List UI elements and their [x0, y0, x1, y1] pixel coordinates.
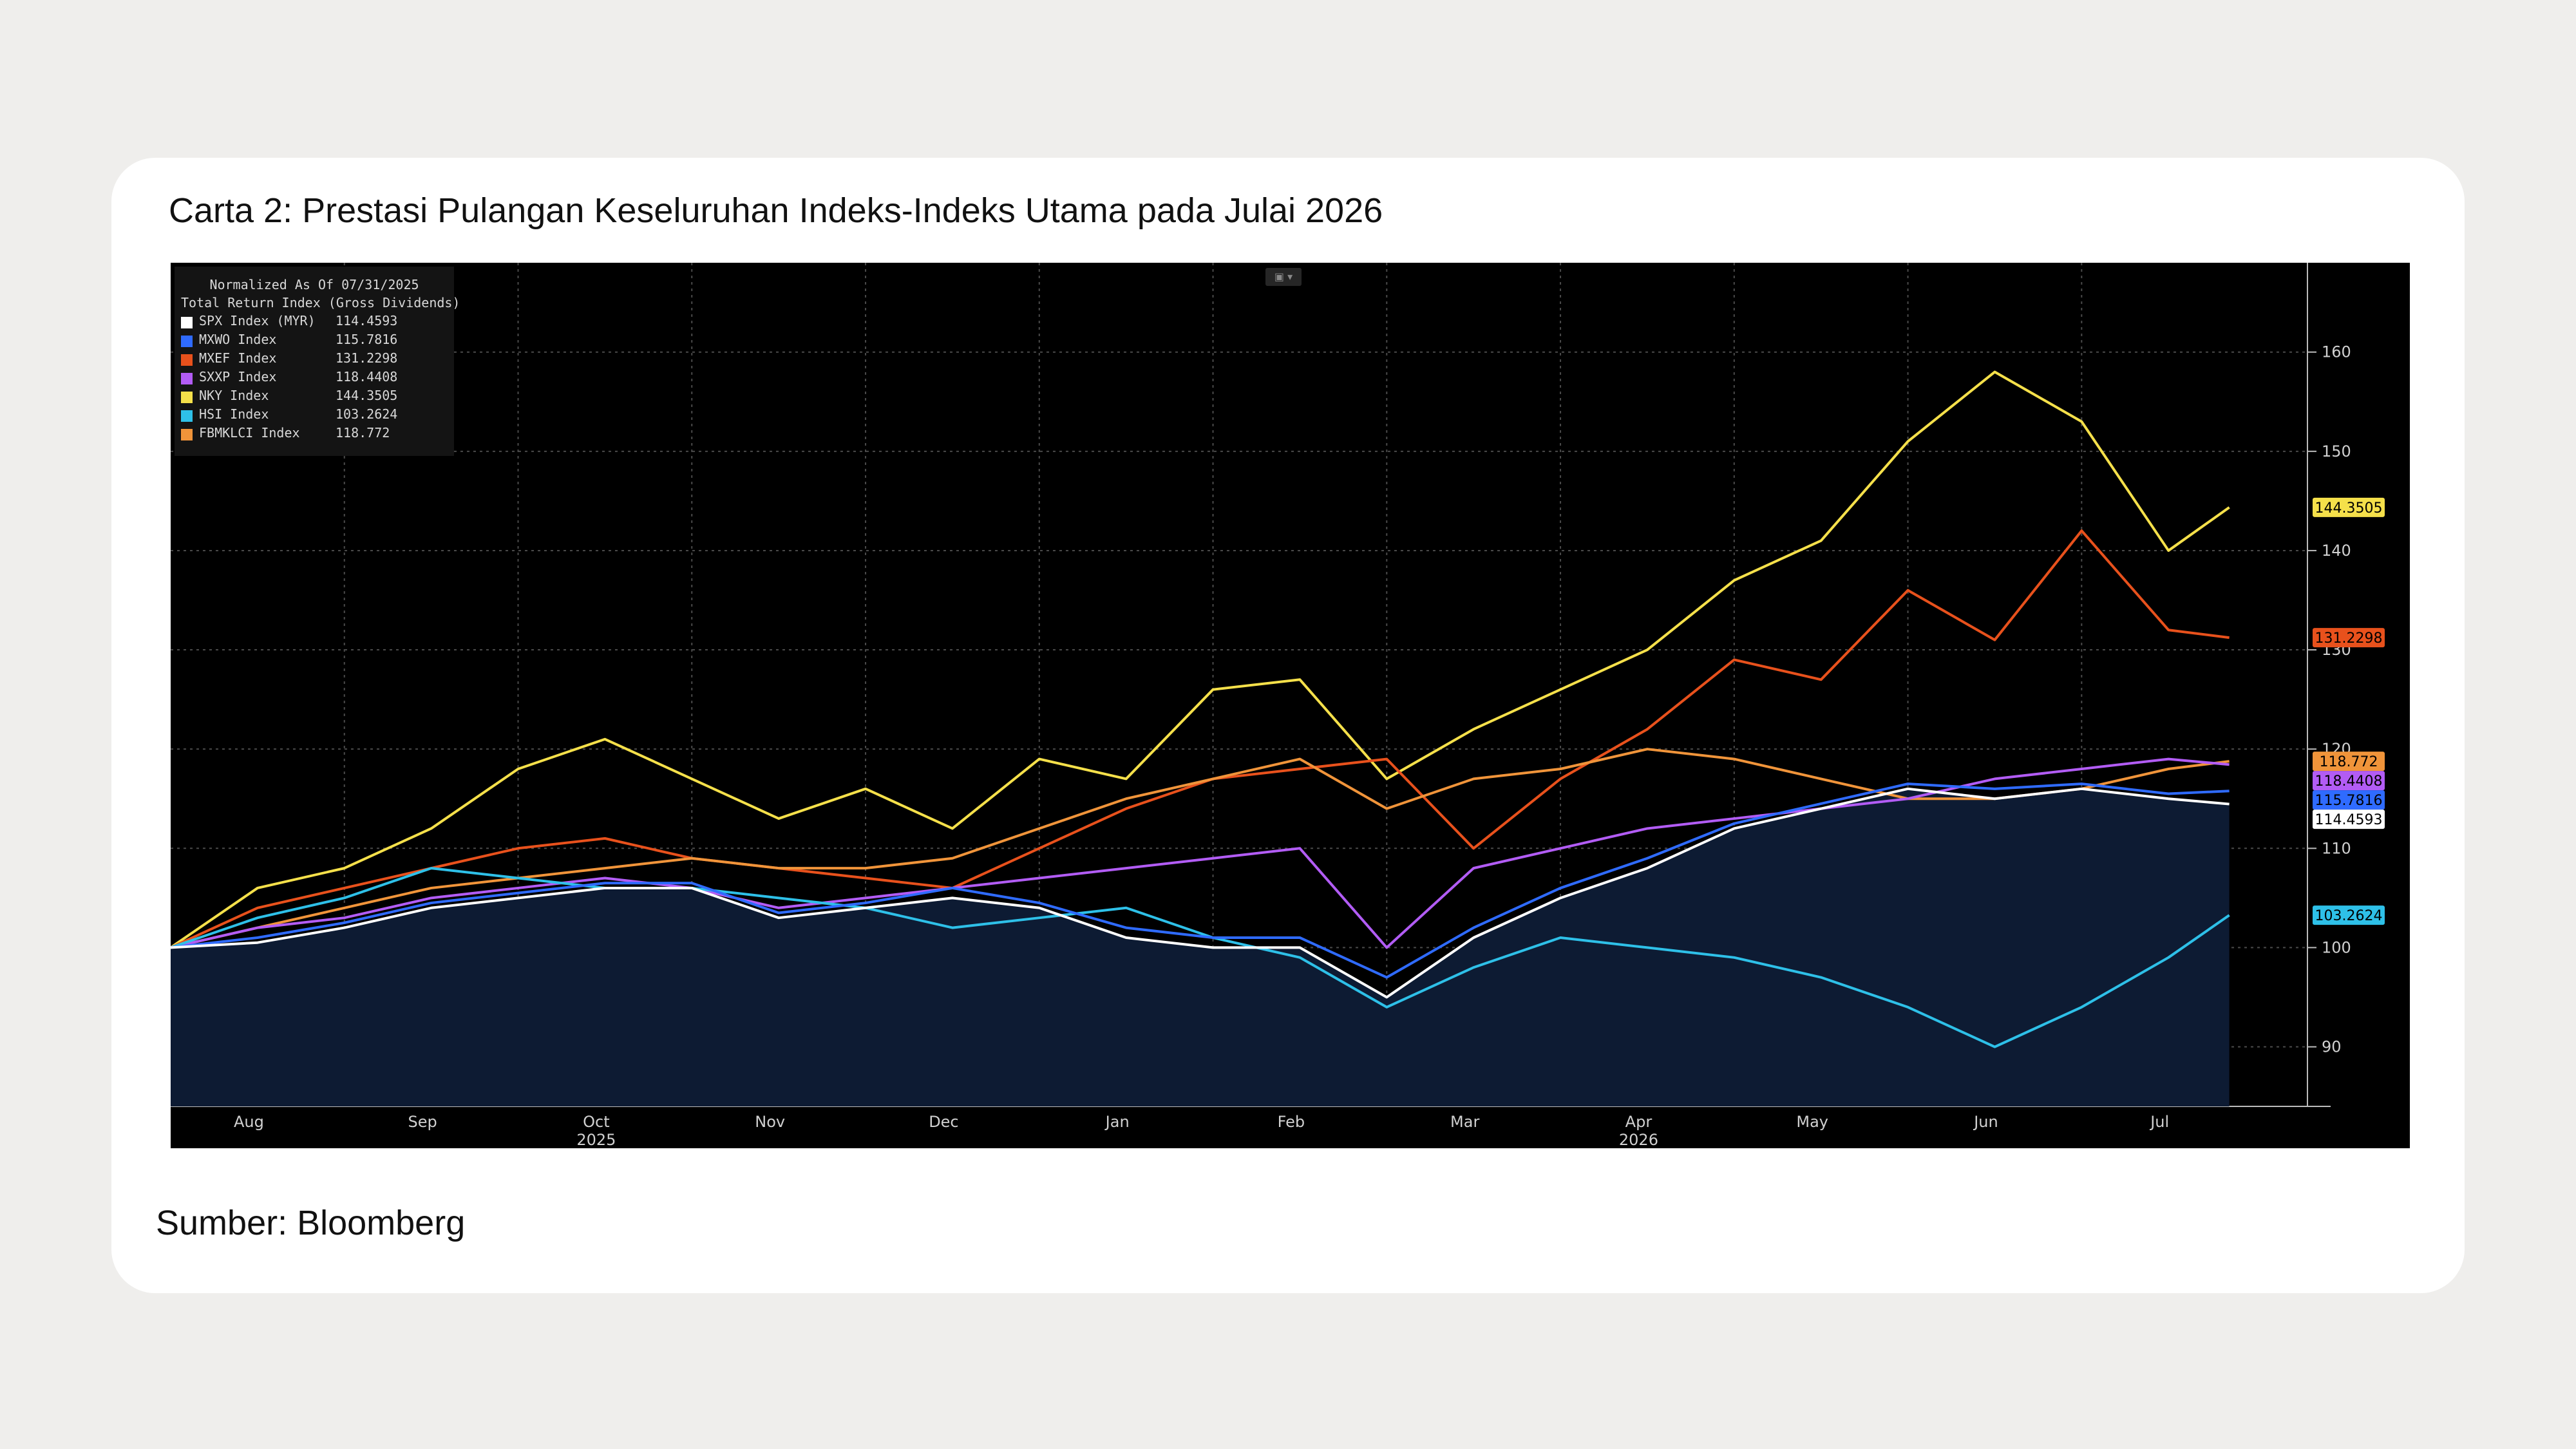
x-tick-label: May	[1796, 1113, 1828, 1131]
legend-swatch	[181, 354, 193, 366]
x-tick-label: Aug	[234, 1113, 264, 1131]
series-line-nky-index	[171, 370, 2230, 949]
legend-series-name: NKY Index	[199, 388, 269, 403]
y-tick-label: 140	[2322, 542, 2351, 560]
x-tick-label: Nov	[755, 1113, 785, 1131]
legend-header: Normalized As Of 07/31/2025	[209, 277, 419, 292]
x-tick-label: Jul	[2149, 1113, 2169, 1131]
series-line-sxxp-index	[171, 757, 2230, 949]
legend-series-name: SPX Index (MYR)	[199, 313, 316, 328]
y-tick-label: 100	[2322, 938, 2351, 956]
legend-series-name: MXWO Index	[199, 332, 277, 347]
last-value-label: 118.772	[2320, 754, 2378, 770]
series-line-spx-index-myr-	[171, 787, 2230, 999]
legend-swatch	[181, 410, 193, 422]
x-tick-label: Dec	[929, 1113, 958, 1131]
legend-swatch	[181, 392, 193, 403]
x-tick-label: Mar	[1450, 1113, 1479, 1131]
x-tick-label: Sep	[408, 1113, 437, 1131]
legend-series-value: 131.2298	[336, 350, 398, 366]
legend-series-value: 144.3505	[336, 388, 398, 403]
y-tick-label: 160	[2322, 343, 2351, 361]
legend-swatch	[181, 336, 193, 347]
legend: Normalized As Of 07/31/2025 Total Return…	[175, 267, 460, 456]
last-value-tag	[2313, 497, 2385, 517]
last-value-label: 114.4593	[2315, 812, 2383, 828]
y-tick-label: 90	[2322, 1038, 2342, 1056]
legend-subheader: Total Return Index (Gross Dividends)	[181, 295, 460, 310]
legend-series-value: 114.4593	[336, 313, 398, 328]
chart-menu-icon[interactable]: ▣ ▾	[1265, 268, 1302, 286]
spx-area-fill	[171, 788, 2230, 1106]
legend-series-value: 103.2624	[336, 406, 398, 422]
x-tick-label: Feb	[1278, 1113, 1305, 1131]
x-tick-label: Jun	[1973, 1113, 1998, 1131]
legend-series-value: 118.772	[336, 425, 390, 440]
legend-series-name: FBMKLCI Index	[199, 425, 300, 440]
last-value-tag	[2313, 790, 2385, 810]
series-line-mxwo-index	[171, 782, 2230, 979]
y-tick-label: 150	[2322, 442, 2351, 460]
legend-series-value: 118.4408	[336, 369, 398, 384]
chart-title: Carta 2: Prestasi Pulangan Keseluruhan I…	[169, 191, 1383, 230]
legend-swatch	[181, 373, 193, 384]
legend-series-value: 115.7816	[336, 332, 398, 347]
x-tick-label: Apr	[1625, 1113, 1653, 1131]
bloomberg-chart: 90 100 110 120 130 140 150 160 Aug Sep Oct Nov Dec Ja…	[171, 263, 2410, 1148]
last-value-tag	[2313, 628, 2385, 648]
last-value-label: 115.7816	[2315, 793, 2383, 809]
last-value-tag	[2313, 752, 2385, 772]
last-value-label: 118.4408	[2315, 773, 2383, 790]
last-value-tag	[2313, 810, 2385, 829]
legend-series-name: MXEF Index	[199, 350, 277, 366]
y-tick-label: 110	[2322, 839, 2351, 857]
source-note: Sumber: Bloomberg	[156, 1204, 466, 1242]
last-value-label: 131.2298	[2315, 630, 2383, 647]
x-tick-label: Jan	[1104, 1113, 1130, 1131]
legend-swatch	[181, 317, 193, 328]
x-year-label: 2025	[576, 1131, 616, 1148]
legend-series-name: SXXP Index	[199, 369, 277, 384]
last-value-label: 144.3505	[2315, 500, 2383, 516]
legend-swatch	[181, 429, 193, 440]
x-year-label: 2026	[1619, 1131, 1658, 1148]
last-value-tag	[2313, 905, 2385, 925]
last-value-tag	[2313, 771, 2385, 791]
legend-series-name: HSI Index	[199, 406, 269, 422]
last-value-label: 103.2624	[2315, 908, 2383, 924]
x-tick-label: Oct	[583, 1113, 610, 1131]
